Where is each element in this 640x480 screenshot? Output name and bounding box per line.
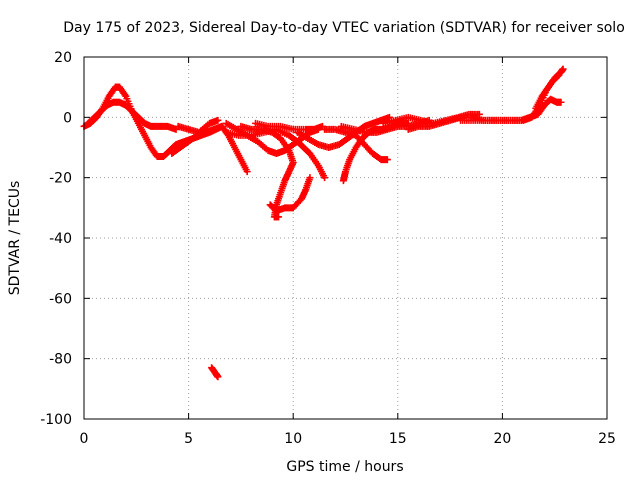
data-point: [275, 213, 283, 221]
data-point: [559, 65, 567, 73]
grid-lines: [84, 57, 607, 419]
data-point: [214, 373, 222, 381]
series-arc19: [208, 364, 222, 381]
y-tick-label: 0: [63, 110, 72, 126]
y-tick-label: -60: [49, 291, 72, 307]
data-point: [121, 91, 129, 99]
series-arc15: [404, 113, 465, 133]
data-point: [321, 174, 329, 182]
x-tick-label: 20: [493, 431, 511, 447]
y-tick-label: -40: [49, 231, 72, 247]
data-point: [243, 168, 251, 176]
data-point: [214, 116, 222, 124]
y-axis-label: SDTVAR / TECUs: [7, 181, 23, 296]
y-tick-label: -20: [49, 171, 72, 187]
series-arc4: [174, 116, 222, 136]
x-tick-label: 0: [80, 431, 89, 447]
data-point: [306, 174, 314, 182]
y-tick-label: -100: [40, 412, 72, 428]
x-tick-label: 5: [184, 431, 193, 447]
data-point: [557, 98, 565, 106]
data-point: [383, 156, 391, 164]
series-arc18: [532, 65, 567, 112]
x-axis-ticks: 0 5 10 15 20 25: [80, 57, 616, 447]
x-tick-label: 25: [598, 431, 616, 447]
series-arc7: [237, 122, 297, 221]
series-arc1: [80, 83, 226, 161]
chart-title: Day 175 of 2023, Sidereal Day-to-day VTE…: [63, 20, 625, 36]
series-arc9: [266, 174, 314, 215]
x-axis-label: GPS time / hours: [286, 459, 403, 475]
y-tick-label: -80: [49, 352, 72, 368]
y-tick-label: 20: [54, 50, 72, 66]
y-axis-ticks: 20 0 -20 -40 -60 -80 -100: [40, 50, 607, 428]
x-tick-label: 10: [284, 431, 302, 447]
data-series: [80, 65, 567, 381]
series-arc17: [467, 95, 565, 124]
x-tick-label: 15: [389, 431, 407, 447]
